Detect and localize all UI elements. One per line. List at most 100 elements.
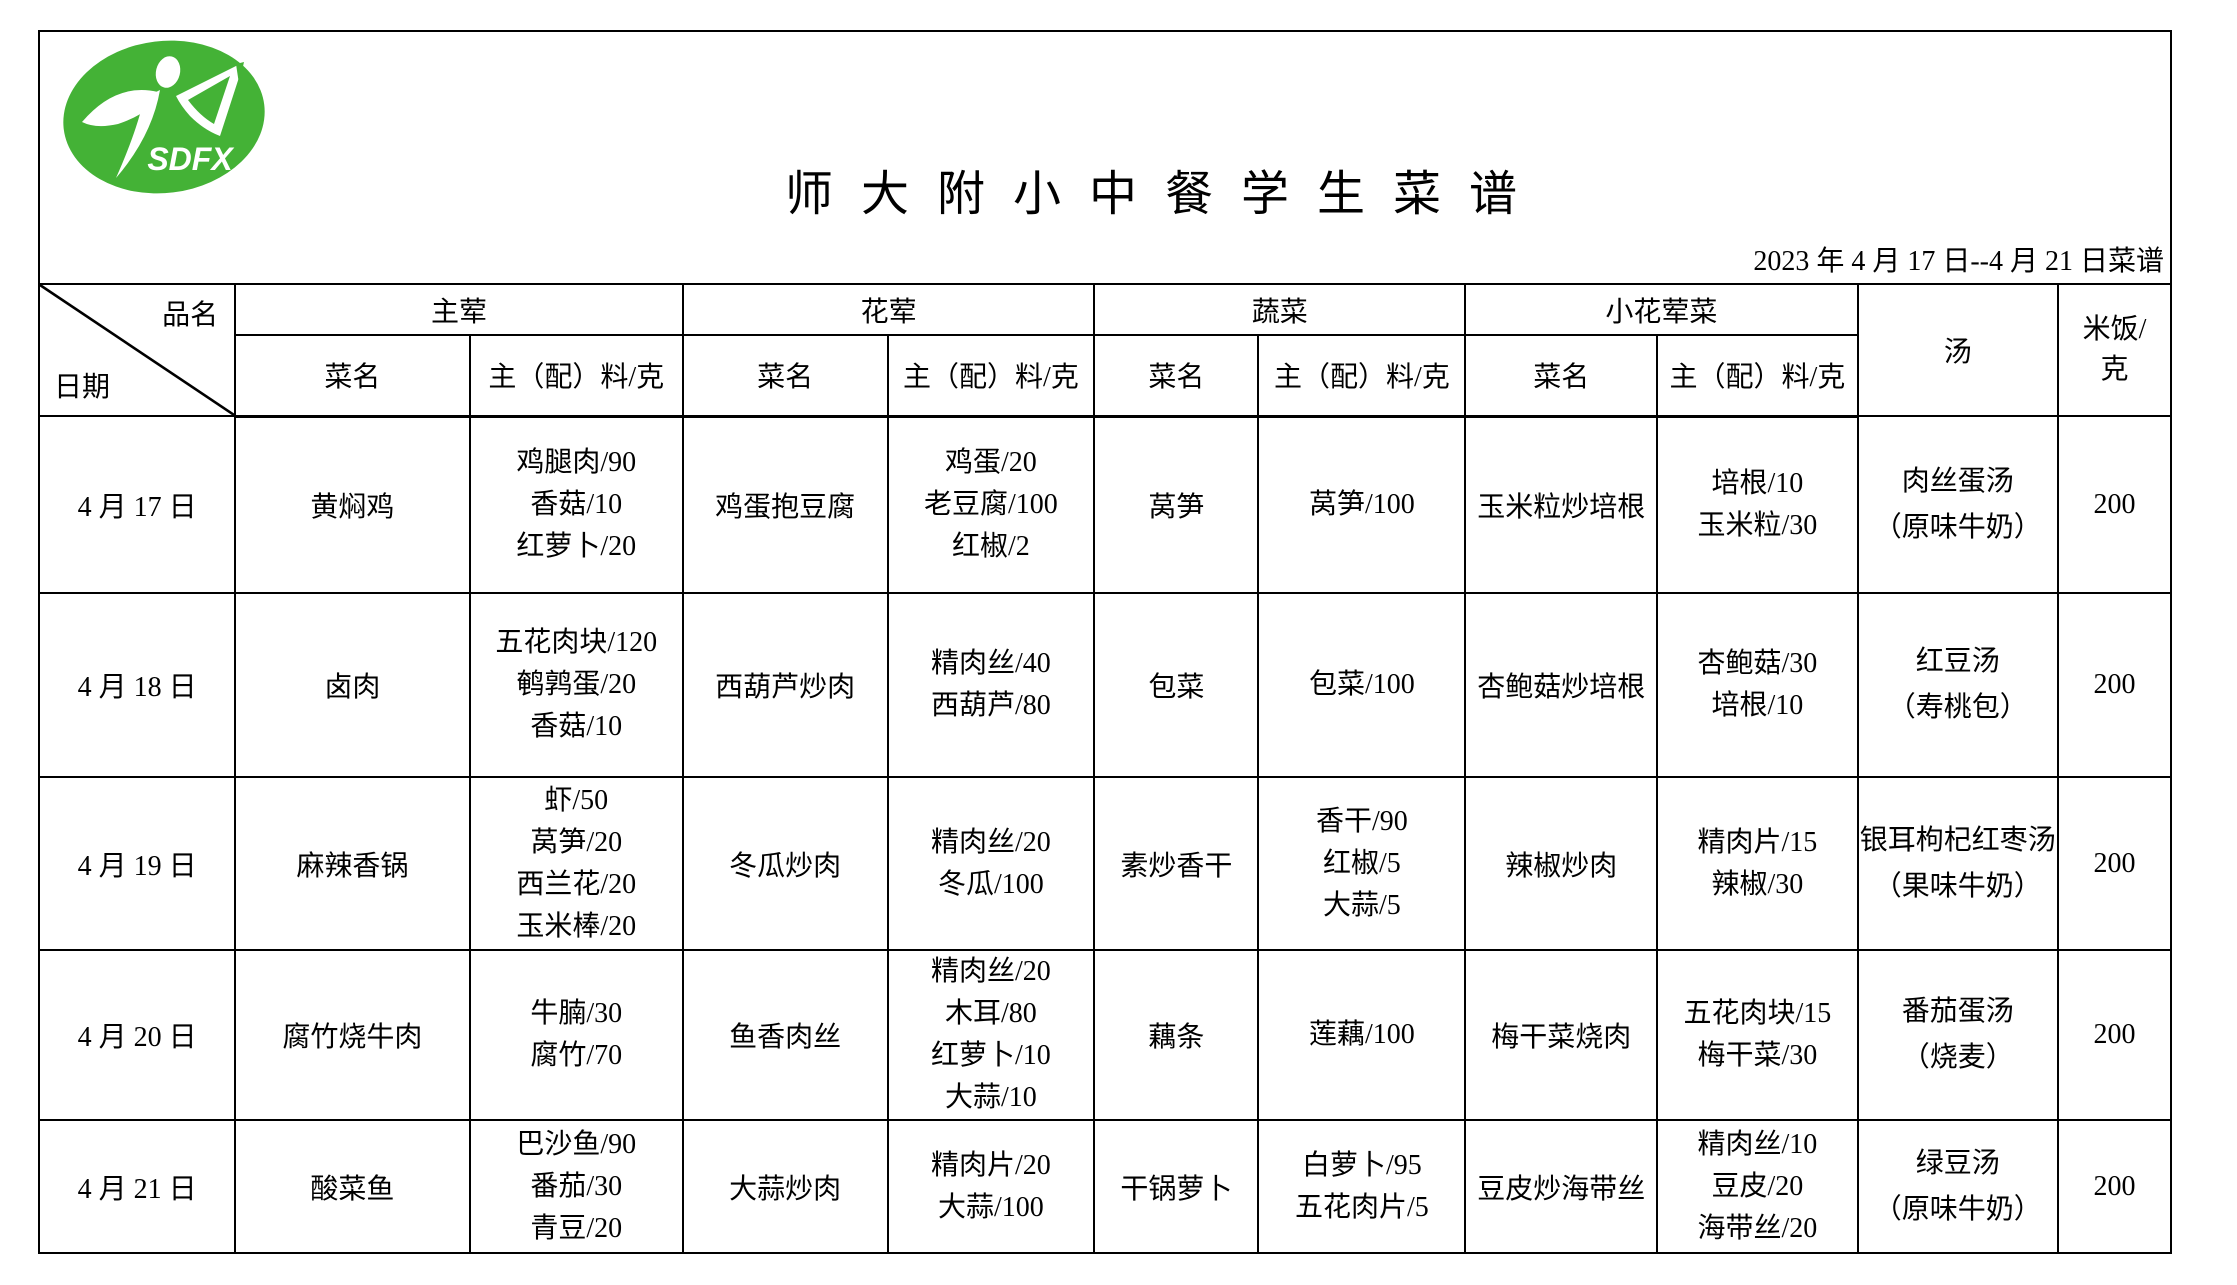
- soup-cell: 红豆汤 （寿桃包）: [1856, 592, 2059, 778]
- small-dish-ingredients-cell-text: 玉米粒/30: [1697, 509, 1818, 541]
- soup-cell-text: （果味牛奶）: [1873, 870, 2042, 902]
- soup-cell: 番茄蛋汤 （烧麦）: [1856, 949, 2059, 1121]
- semi-meat-ingredients-cell-text: 大蒜/100: [938, 1191, 1044, 1223]
- soup-cell-text: （原味牛奶）: [1873, 511, 2042, 543]
- main-meat-dish-header: 菜名: [234, 334, 471, 418]
- semi-meat-dish-cell: 鸡蛋抱豆腐: [681, 415, 889, 594]
- corner-label-date: 日期: [54, 372, 111, 403]
- rice-cell-text: 200: [2093, 669, 2136, 700]
- corner-header-cell: 品名 日期: [37, 283, 237, 417]
- semi-meat-ingredients-cell: 精肉丝/20 冬瓜/100: [886, 776, 1096, 951]
- main-meat-ingredients-cell-text: 香菇/10: [530, 711, 623, 742]
- semi-meat-ingredients-cell-text: 精肉丝/40: [931, 648, 1051, 679]
- main-meat-ingredients-cell-text: 腐竹/70: [530, 1040, 623, 1071]
- main-meat-ingredients-cell-text: 青豆/20: [530, 1212, 623, 1244]
- rice-cell: 200: [2056, 415, 2173, 594]
- rice-header: 米饭/ 克: [2056, 283, 2173, 417]
- semi-meat-ingredients-cell-text: 精肉丝/20: [931, 826, 1051, 858]
- vegetable-dish-cell: 素炒香干: [1093, 776, 1260, 951]
- corner-label-category: 品名: [162, 300, 219, 331]
- menu-sheet: SDFX 师 大 附 小 中 餐 学 生 菜 谱 2023 年 4 月 17 日…: [37, 30, 2173, 1254]
- vegetable-ingredients-header: 主（配）料/克: [1257, 334, 1467, 418]
- rice-cell: 200: [2056, 592, 2173, 778]
- date-cell: 4 月 18 日: [37, 592, 237, 778]
- small-dish-ingredients-cell-text: 梅干菜/30: [1697, 1040, 1818, 1071]
- main-meat-dish-cell-text: 黄焖鸡: [310, 491, 395, 523]
- vegetable-ingredients-cell-text: 白萝卜/95: [1301, 1149, 1422, 1181]
- small-dish-ingredients-cell-text: 豆皮/20: [1711, 1170, 1804, 1202]
- school-logo-icon: SDFX: [63, 40, 265, 194]
- soup-cell-text: 番茄蛋汤: [1901, 996, 2014, 1027]
- rice-cell: 200: [2056, 776, 2173, 951]
- logo-text: SDFX: [147, 141, 234, 177]
- soup-cell-text: 银耳枸杞红枣汤: [1859, 824, 2056, 856]
- vegetable-ingredients-cell-text: 莲藕/100: [1308, 1019, 1415, 1050]
- semi-meat-ingredients-cell-text: 西葫芦/80: [931, 690, 1051, 721]
- main-meat-dish-cell: 黄焖鸡: [234, 415, 471, 594]
- semi-meat-ingredients-header: 主（配）料/克: [886, 334, 1096, 418]
- main-meat-ingredients-cell-text: 香菇/10: [530, 488, 623, 520]
- main-meat-ingredients-cell-text: 番茄/30: [530, 1170, 623, 1202]
- menu-row: 4 月 17 日 黄焖鸡 鸡腿肉/90 香菇/10 红萝卜/20 鸡蛋抱豆腐 鸡蛋/20 老豆…: [37, 415, 2173, 594]
- main-meat-ingredients-cell: 虾/50 莴笋/20 西兰花/20 玉米棒/20: [468, 776, 684, 951]
- small-dish-dish-cell: 玉米粒炒培根: [1464, 415, 1659, 594]
- semi-meat-ingredients-cell: 精肉丝/40 西葫芦/80: [886, 592, 1096, 778]
- soup-cell-text: （烧麦）: [1901, 1042, 2014, 1073]
- group-header-small-dish: 小花荤菜: [1464, 283, 1859, 336]
- date-range: 2023 年 4 月 17 日--4 月 21 日菜谱: [1753, 246, 2164, 277]
- group-header-row: 品名 日期 主荤 花荤 蔬菜 小花荤菜 汤 米饭/ 克: [37, 283, 2173, 417]
- main-meat-ingredients-cell-text: 五花肉块/120: [495, 627, 658, 658]
- small-dish-dish-cell-text: 梅干菜烧肉: [1491, 1022, 1632, 1053]
- soup-cell: 银耳枸杞红枣汤 （果味牛奶）: [1856, 776, 2059, 951]
- soup-cell: 绿豆汤 （原味牛奶）: [1856, 1119, 2059, 1254]
- semi-meat-ingredients-cell-text: 冬瓜/100: [938, 868, 1044, 900]
- vegetable-dish-header: 菜名: [1093, 334, 1260, 418]
- main-meat-ingredients-cell-text: 西兰花/20: [516, 868, 637, 900]
- date-cell-text: 4 月 20 日: [77, 1022, 197, 1053]
- vegetable-dish-cell: 包菜: [1093, 592, 1260, 778]
- vegetable-ingredients-cell: 白萝卜/95 五花肉片/5: [1257, 1119, 1467, 1254]
- main-meat-ingredients-cell-text: 红萝卜/20: [516, 530, 637, 562]
- vegetable-dish-cell-text: 包菜: [1148, 672, 1205, 703]
- semi-meat-ingredients-cell-text: 红椒/2: [952, 530, 1030, 562]
- small-dish-ingredients-cell-text: 培根/10: [1711, 690, 1804, 721]
- rice-cell-text: 200: [2093, 488, 2136, 520]
- small-dish-dish-cell: 梅干菜烧肉: [1464, 949, 1659, 1121]
- main-meat-ingredients-cell-text: 鹌鹑蛋/20: [516, 669, 637, 700]
- semi-meat-dish-cell-text: 鱼香肉丝: [729, 1022, 842, 1053]
- semi-meat-dish-cell-text: 大蒜炒肉: [729, 1173, 842, 1205]
- small-dish-ingredients-cell-text: 杏鲍菇/30: [1697, 648, 1818, 679]
- rice-cell: 200: [2056, 949, 2173, 1121]
- main-meat-ingredients-cell: 五花肉块/120 鹌鹑蛋/20 香菇/10: [468, 592, 684, 778]
- small-dish-ingredients-cell-text: 精肉片/15: [1697, 826, 1818, 858]
- vegetable-ingredients-cell: 香干/90 红椒/5 大蒜/5: [1257, 776, 1467, 951]
- semi-meat-ingredients-cell-text: 精肉片/20: [931, 1149, 1051, 1181]
- small-dish-ingredients-cell-text: 培根/10: [1711, 467, 1804, 499]
- group-header-semi-meat: 花荤: [681, 283, 1096, 336]
- semi-meat-dish-cell-text: 冬瓜炒肉: [729, 850, 842, 882]
- semi-meat-ingredients-cell-text: 大蒜/10: [945, 1082, 1037, 1113]
- semi-meat-dish-cell: 冬瓜炒肉: [681, 776, 889, 951]
- small-dish-dish-cell: 豆皮炒海带丝: [1464, 1119, 1659, 1254]
- semi-meat-ingredients-cell-text: 老豆腐/100: [924, 488, 1058, 520]
- vegetable-ingredients-cell: 莲藕/100: [1257, 949, 1467, 1121]
- vegetable-dish-cell-text: 莴笋: [1148, 491, 1205, 523]
- small-dish-ingredients-cell: 杏鲍菇/30 培根/10: [1656, 592, 1859, 778]
- semi-meat-dish-cell: 鱼香肉丝: [681, 949, 889, 1121]
- semi-meat-ingredients-cell-text: 红萝卜/10: [931, 1040, 1051, 1071]
- main-meat-ingredients-cell: 巴沙鱼/90 番茄/30 青豆/20: [468, 1119, 684, 1254]
- vegetable-ingredients-cell-text: 莴笋/100: [1308, 488, 1415, 520]
- main-meat-dish-cell: 腐竹烧牛肉: [234, 949, 471, 1121]
- small-dish-dish-cell: 杏鲍菇炒培根: [1464, 592, 1659, 778]
- vegetable-ingredients-cell-text: 香干/90: [1315, 805, 1408, 837]
- soup-cell: 肉丝蛋汤 （原味牛奶）: [1856, 415, 2059, 594]
- main-meat-dish-cell: 酸菜鱼: [234, 1119, 471, 1254]
- rice-cell-text: 200: [2093, 1170, 2136, 1202]
- date-cell-text: 4 月 17 日: [77, 491, 197, 523]
- semi-meat-ingredients-cell: 鸡蛋/20 老豆腐/100 红椒/2: [886, 415, 1096, 594]
- menu-row: 4 月 21 日 酸菜鱼 巴沙鱼/90 番茄/30 青豆/20 大蒜炒肉 精肉片/20 大蒜/…: [37, 1119, 2173, 1254]
- semi-meat-ingredients-cell-text: 木耳/80: [945, 998, 1037, 1029]
- menu-table-body: 4 月 17 日 黄焖鸡 鸡腿肉/90 香菇/10 红萝卜/20 鸡蛋抱豆腐 鸡蛋/20 老豆…: [37, 415, 2173, 1254]
- small-dish-ingredients-cell-text: 辣椒/30: [1711, 868, 1804, 900]
- semi-meat-dish-cell-text: 西葫芦炒肉: [715, 672, 856, 703]
